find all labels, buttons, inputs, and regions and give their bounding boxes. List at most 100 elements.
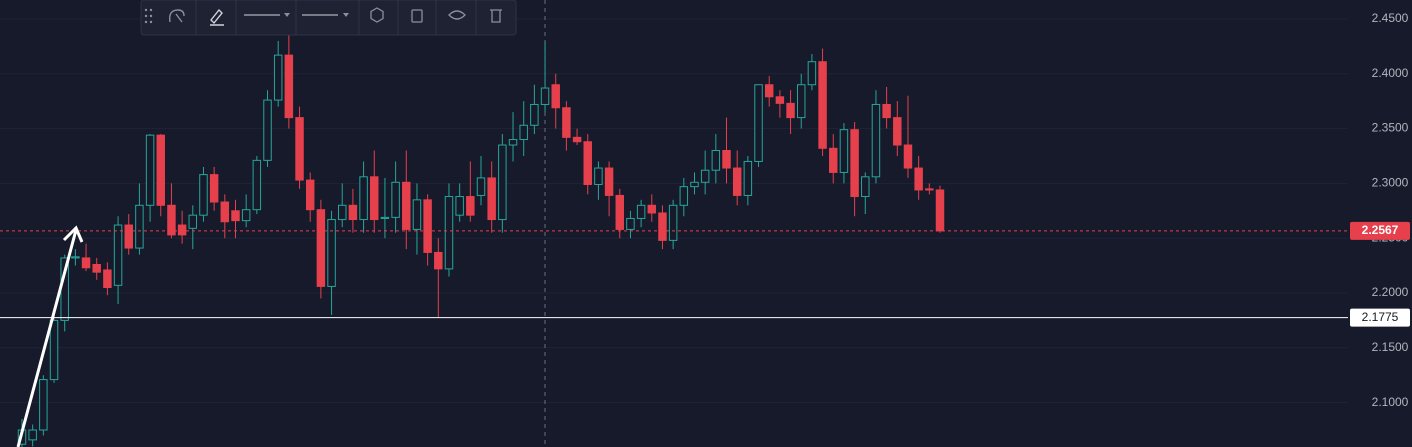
candle-body [722, 149, 731, 169]
candle-body [615, 194, 625, 230]
candle-body [508, 139, 518, 146]
candle-body [199, 174, 208, 216]
candle-body [103, 269, 112, 289]
delete-button[interactable] [490, 9, 502, 23]
candle-body [81, 257, 91, 269]
price-label: 2.1775 [1362, 310, 1399, 324]
candle-body [807, 61, 817, 86]
price-label-box [1350, 308, 1410, 327]
y-tick-label: 2.4000 [1372, 66, 1409, 80]
candle-body [220, 201, 230, 223]
candle-body [562, 107, 571, 138]
candle-body [668, 204, 678, 241]
candle-body [263, 99, 272, 161]
candle-body [156, 134, 166, 206]
template-button[interactable] [168, 9, 185, 23]
candle-body [487, 177, 496, 221]
candle-body [412, 199, 422, 230]
candle-body [690, 181, 699, 188]
candle-body [348, 204, 358, 221]
candle-body [604, 167, 614, 196]
candle-body [679, 186, 689, 206]
drawing-toolbar[interactable] [140, 0, 517, 36]
candle-body [743, 160, 753, 196]
lock-button[interactable] [411, 9, 423, 23]
candle-body [764, 84, 774, 98]
y-tick-label: 2.3000 [1372, 176, 1409, 190]
candle-body [700, 169, 710, 183]
candle-body [871, 103, 881, 178]
candle-body [893, 117, 902, 146]
candle-body [49, 319, 59, 381]
line-width-button[interactable] [302, 13, 349, 17]
y-tick-label: 2.1500 [1372, 340, 1409, 354]
candle-body [572, 136, 582, 143]
price-label-box [1350, 221, 1410, 240]
candle-body [359, 176, 368, 221]
line-style-button[interactable] [244, 13, 290, 17]
candle-body [594, 167, 603, 185]
candle-body [167, 204, 176, 236]
y-tick-label: 2.1000 [1372, 395, 1409, 409]
candle-body [754, 84, 763, 162]
candle-body [124, 224, 133, 249]
visibility-button[interactable] [448, 10, 466, 20]
plot [0, 33, 1348, 447]
candle-body [284, 54, 294, 119]
candle-body [252, 159, 262, 211]
candle-body [209, 174, 219, 203]
candle-body [914, 167, 923, 191]
settings-button[interactable] [370, 7, 384, 23]
candle-body [796, 84, 806, 119]
candle-body [636, 204, 646, 219]
candle-body [177, 224, 187, 236]
candle-body [519, 124, 528, 141]
candle-body [273, 54, 283, 101]
candle-body [455, 196, 464, 216]
candle-body [530, 103, 539, 126]
candle-body [647, 204, 657, 214]
candle-body [925, 188, 934, 191]
candle-body [818, 61, 827, 149]
candle-body [829, 147, 838, 173]
candle-body [434, 251, 443, 270]
candle-body [71, 256, 80, 259]
candle-body [583, 141, 592, 185]
candle-body [305, 179, 315, 211]
candle-body [498, 144, 507, 221]
trend-arrow [16, 225, 84, 447]
candle-body [732, 167, 742, 196]
candle-body [39, 379, 48, 431]
candle-body [466, 196, 475, 216]
candle-body [423, 199, 432, 253]
candle-body [231, 210, 240, 222]
candle-body [92, 263, 101, 273]
candle-body [839, 129, 849, 173]
candle-body [540, 87, 550, 105]
candle-body [444, 196, 454, 270]
candle-body [391, 181, 400, 218]
candle-body [145, 134, 155, 206]
candle-body [135, 204, 144, 249]
candle-body [188, 214, 198, 229]
price-label: 2.2567 [1362, 223, 1399, 237]
candle-body [337, 204, 347, 221]
candle-body [882, 103, 891, 119]
drag-handle[interactable] [144, 8, 153, 24]
y-tick-label: 2.2000 [1372, 285, 1409, 299]
price-axis: 2.45002.40002.35002.30002.25002.20002.15… [1350, 11, 1410, 409]
candle-body [861, 176, 870, 198]
candle-body [850, 129, 859, 198]
y-tick-label: 2.3500 [1372, 121, 1409, 135]
candle-body [476, 177, 486, 196]
candle-body [402, 181, 411, 230]
candle-body [241, 209, 251, 222]
color-button[interactable] [210, 8, 224, 26]
candle-body [658, 212, 667, 241]
candle-body [551, 84, 560, 109]
candle-body [113, 224, 123, 286]
candle-body [28, 429, 37, 441]
candle-body [327, 219, 336, 287]
